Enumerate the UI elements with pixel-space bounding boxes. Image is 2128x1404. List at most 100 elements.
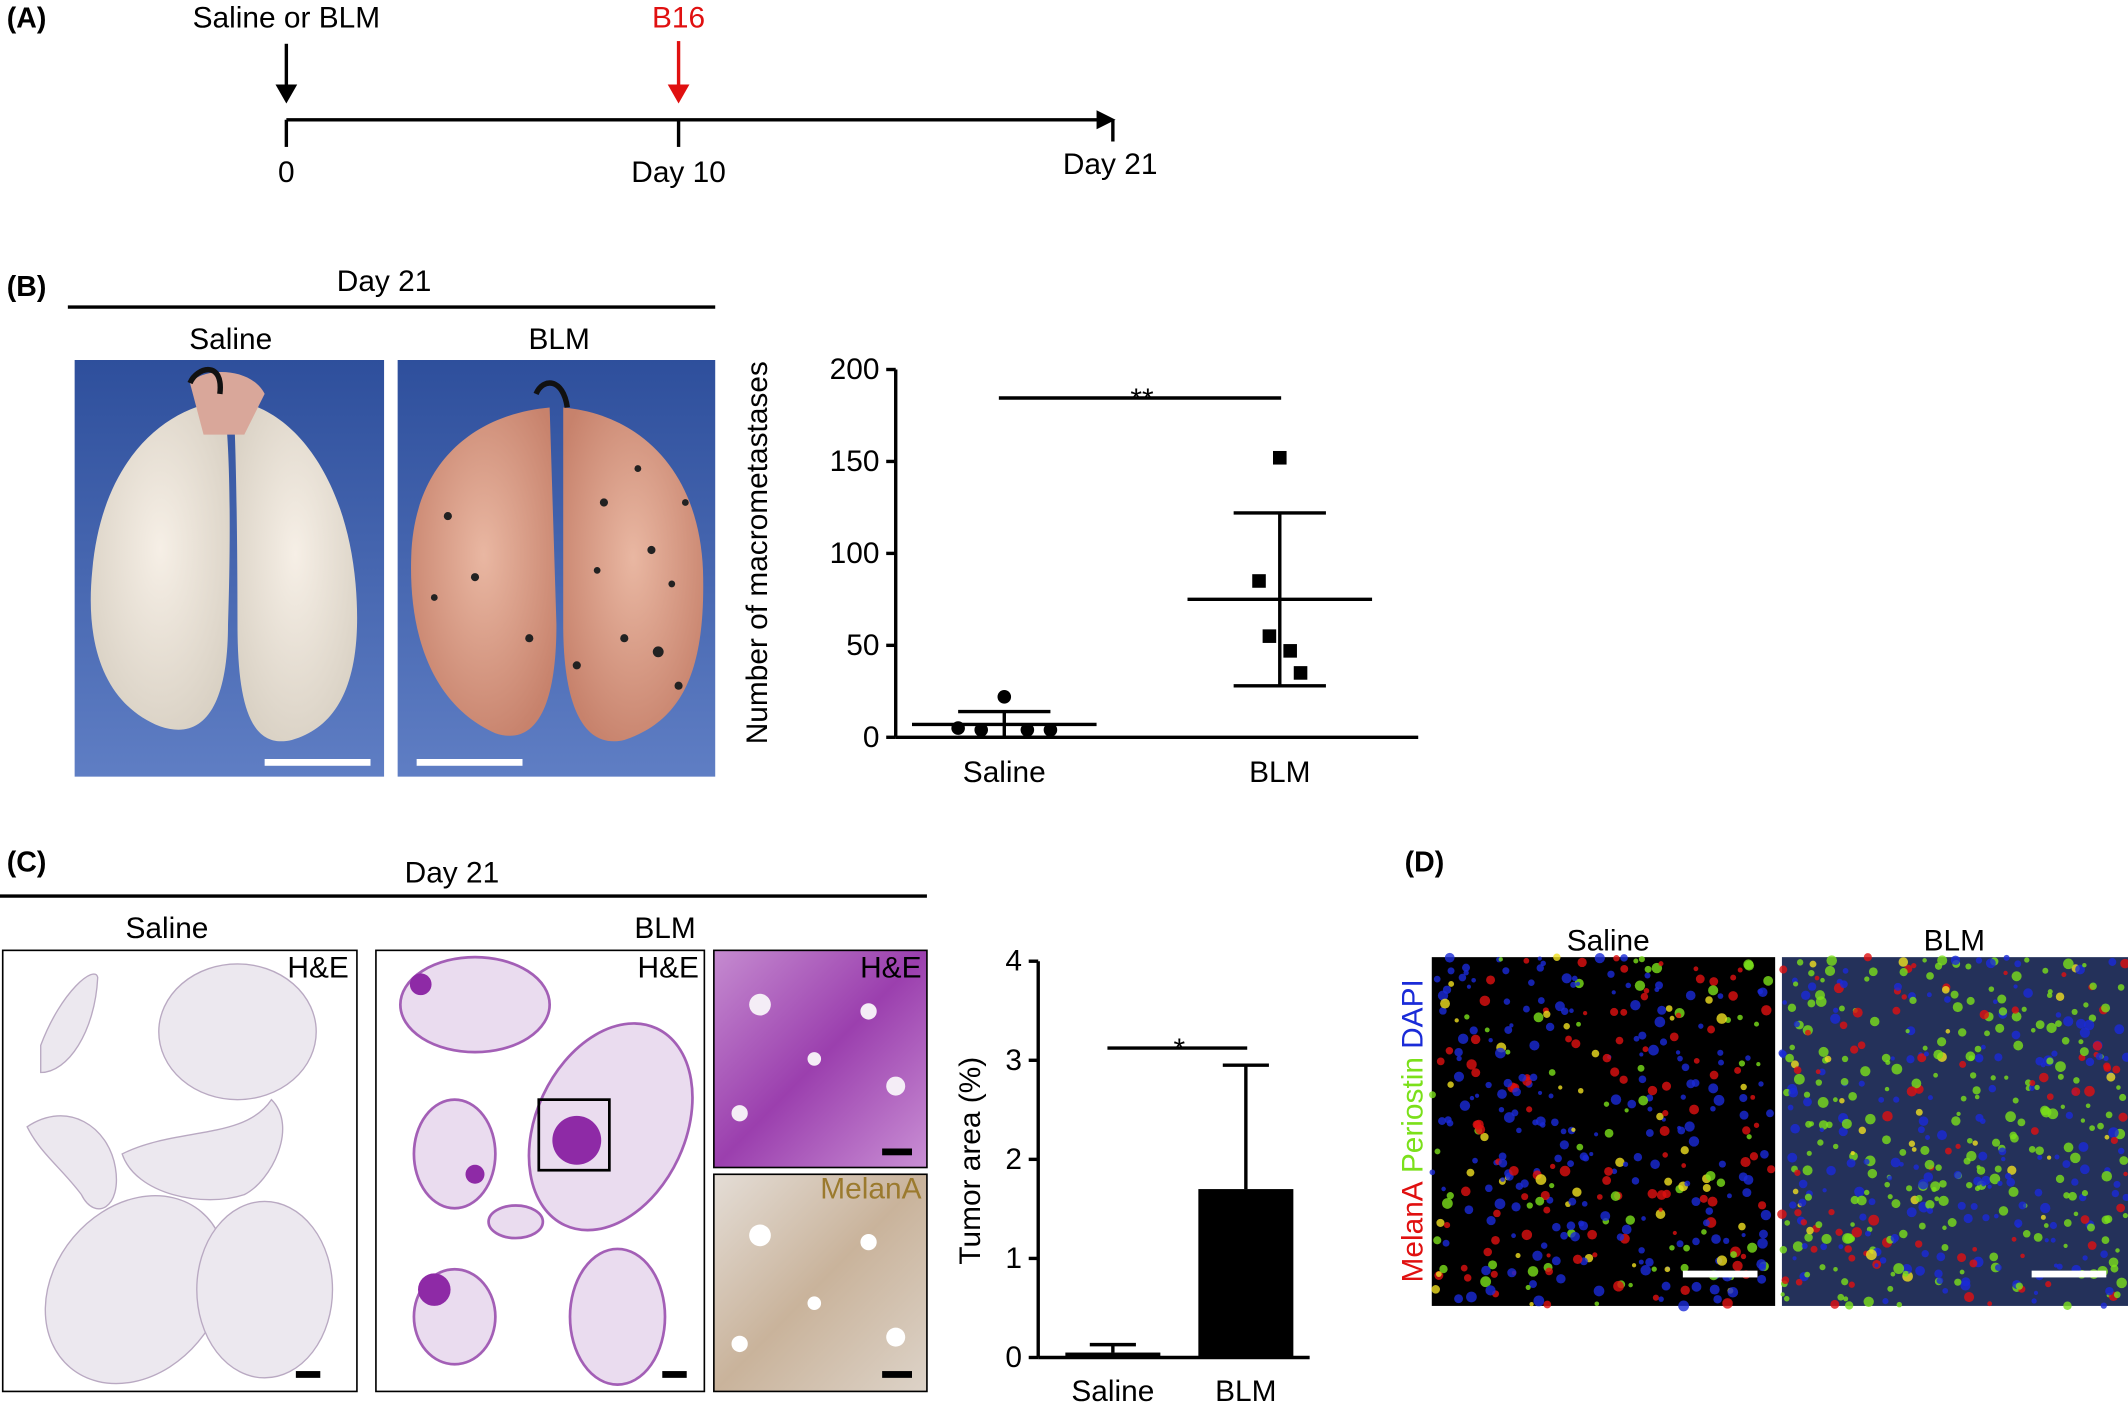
arrowhead	[275, 84, 298, 104]
cell	[1790, 1060, 1799, 1069]
cell	[1843, 1296, 1849, 1302]
cell	[1864, 1189, 1870, 1196]
cell	[1680, 1146, 1689, 1155]
cell	[1925, 1200, 1935, 1210]
cell	[1893, 1263, 1905, 1274]
cell	[2101, 1003, 2111, 1013]
cell	[1571, 975, 1578, 982]
cell	[1815, 1069, 1821, 1075]
cell	[1669, 1015, 1675, 1021]
group-label: BLM	[634, 912, 695, 945]
cell	[1702, 1184, 1711, 1192]
cell	[1848, 1281, 1855, 1288]
histology-image	[375, 949, 706, 1393]
cell	[1944, 996, 1951, 1003]
cell	[2110, 1136, 2118, 1145]
cell	[1957, 1253, 1967, 1263]
cell	[1944, 1147, 1952, 1155]
cell	[1966, 1137, 1973, 1144]
cell	[1734, 1067, 1742, 1074]
cell	[1594, 953, 1605, 964]
cell	[1676, 1240, 1684, 1248]
cell	[1858, 1126, 1867, 1135]
cell	[1680, 1094, 1686, 1100]
cell	[2043, 1223, 2049, 1228]
cell	[2054, 1154, 2060, 1160]
cell	[2053, 1263, 2059, 1268]
cell	[2112, 1065, 2121, 1074]
cell	[1863, 953, 1872, 962]
cell	[2113, 1291, 2121, 1299]
cell	[1975, 1113, 1984, 1122]
cell	[1790, 1123, 1800, 1134]
lung-photo	[74, 360, 385, 777]
cell	[1439, 1264, 1448, 1274]
cell	[1939, 1180, 1947, 1188]
cell	[1936, 1277, 1944, 1284]
cell	[2045, 1281, 2052, 1288]
cell	[2101, 1236, 2110, 1245]
cell	[1523, 1005, 1530, 1013]
cell	[1625, 982, 1632, 989]
cell	[1545, 1267, 1553, 1276]
cell	[1576, 1021, 1581, 1027]
cell	[1805, 1029, 1811, 1036]
cell	[1548, 1069, 1556, 1076]
cell	[1792, 1241, 1804, 1252]
significance-label: **	[1130, 383, 1154, 416]
cell	[2103, 1055, 2109, 1062]
cell	[1838, 1127, 1848, 1137]
cell	[1565, 1035, 1572, 1043]
cell	[1447, 1081, 1454, 1088]
cell	[1839, 980, 1848, 989]
cell	[1892, 1006, 1901, 1015]
cell	[1758, 1081, 1764, 1087]
cell	[1840, 1077, 1849, 1086]
cell	[1610, 1007, 1619, 1017]
arrowhead	[667, 84, 690, 104]
cell	[1727, 1193, 1732, 1199]
cell	[1760, 1209, 1772, 1221]
cell	[2104, 1215, 2113, 1224]
cell	[1782, 1000, 1787, 1005]
cell	[1717, 993, 1724, 999]
cell	[1552, 1222, 1561, 1232]
cell	[1730, 974, 1737, 981]
x-tick-label: BLM	[1215, 1375, 1276, 1404]
cell	[1826, 955, 1837, 966]
cell	[1732, 1260, 1743, 1272]
cell	[1899, 1161, 1904, 1167]
cell	[1865, 1113, 1876, 1125]
cell	[1431, 1285, 1440, 1294]
cell	[1453, 1071, 1465, 1082]
cell	[1747, 1242, 1758, 1253]
cell	[2073, 1077, 2080, 1084]
cell	[1683, 1244, 1690, 1252]
cell	[1841, 1055, 1849, 1063]
stain-label: H&E	[860, 952, 921, 985]
cell	[1851, 1227, 1863, 1238]
cell	[1911, 962, 1917, 969]
cell	[1638, 1031, 1647, 1040]
cell	[2034, 1188, 2043, 1197]
cell	[2055, 1020, 2062, 1027]
cell	[1577, 957, 1587, 968]
cell	[1709, 1070, 1719, 1080]
cell	[1819, 1127, 1825, 1133]
cell	[1998, 1206, 2009, 1216]
cell	[1759, 1229, 1768, 1239]
cell	[1730, 1251, 1738, 1258]
cell	[1717, 1049, 1724, 1056]
cell	[1440, 998, 1450, 1009]
cell	[1458, 973, 1467, 982]
cell	[2051, 1050, 2058, 1057]
cell	[1515, 1252, 1521, 1259]
cell	[1658, 961, 1664, 967]
cell	[1643, 988, 1650, 994]
cell	[1828, 1209, 1835, 1216]
cell	[1981, 1181, 1987, 1187]
scale-bar	[2031, 1270, 2107, 1278]
timeline-point: Day 10	[631, 156, 726, 189]
cell	[1554, 1154, 1562, 1163]
cell	[1718, 1059, 1724, 1066]
